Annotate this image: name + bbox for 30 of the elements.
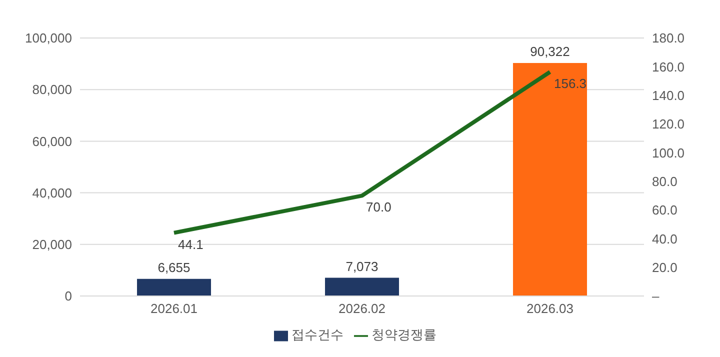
y-tick-label: 60,000 [32,134,72,149]
y2-tick-label: – [652,288,660,304]
x-tick-label: 2026.01 [150,301,198,316]
y2-tick-label: 120.0 [652,116,685,132]
y-tick-label: 100,000 [25,30,72,46]
legend-label: 접수건수 [292,327,344,342]
y-tick-label: 40,000 [32,185,72,200]
y2-tick-label: 160.0 [652,59,685,74]
x-tick-label: 2026.02 [338,301,386,316]
data-label: 156.3 [554,76,587,91]
bar [513,62,587,296]
bar [325,278,399,296]
data-label: 44.1 [178,236,204,252]
data-label: 90,322 [530,44,570,59]
y-tick-label: 0 [64,288,72,304]
y2-tick-label: 180.0 [652,30,685,46]
data-label: 7,073 [346,258,378,274]
y2-tick-label: 20.0 [652,260,678,275]
y2-tick-label: 80.0 [652,174,678,189]
y2-tick-label: 100.0 [652,145,685,160]
x-tick-label: 2026.03 [526,301,574,316]
y2-tick-label: 60.0 [652,202,678,218]
data-label: 70.0 [366,200,392,215]
y2-tick-label: 140.0 [652,88,685,103]
y-tick-label: 80,000 [32,82,72,98]
legend-label: 청약경쟁률 [372,327,436,342]
data-label: 6,655 [158,260,190,275]
bar [137,278,211,296]
y-tick-label: 20,000 [32,237,72,252]
y2-tick-label: 40.0 [652,231,678,246]
